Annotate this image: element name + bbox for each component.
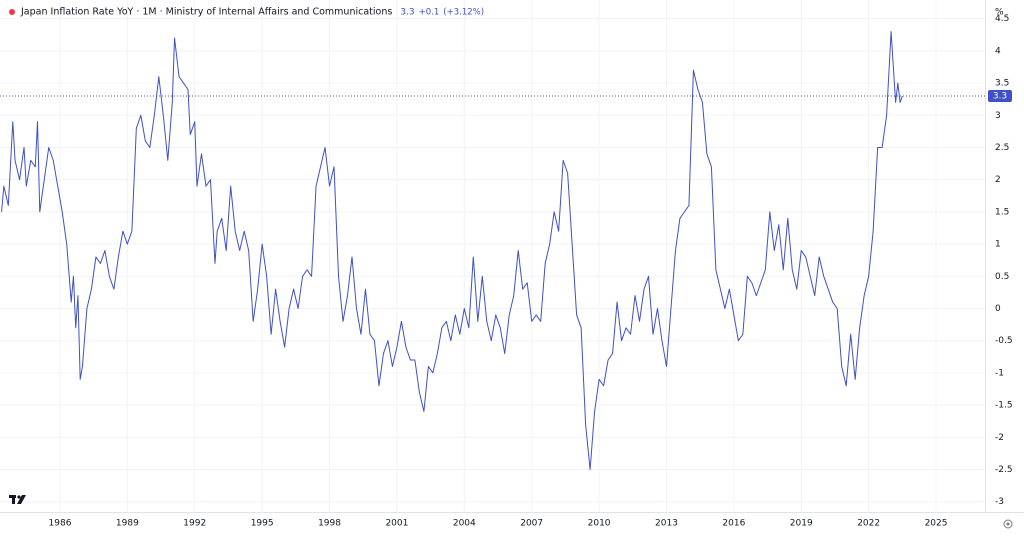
y-tick-label: -2 xyxy=(995,433,1004,443)
x-tick-label: 1986 xyxy=(49,519,72,529)
x-tick-label: 1989 xyxy=(116,519,139,529)
x-tick-label: 2022 xyxy=(857,519,880,529)
last-value: 3.3 xyxy=(400,8,414,18)
settings-icon-dot xyxy=(1006,522,1010,526)
x-tick-label: 2001 xyxy=(385,519,408,529)
x-tick-label: 2016 xyxy=(722,519,745,529)
last-value-label: 3.3 xyxy=(993,91,1007,101)
y-tick-label: 1 xyxy=(995,240,1001,250)
x-tick-label: 2004 xyxy=(453,519,476,529)
change-percent: (+3.12%) xyxy=(443,8,484,18)
plot xyxy=(0,31,985,470)
y-tick-label: -3 xyxy=(995,497,1004,507)
y-tick-label: 3 xyxy=(995,111,1001,121)
y-tick-label: -0.5 xyxy=(995,336,1013,346)
y-tick-label: 0 xyxy=(995,304,1001,314)
x-tick-label: 2025 xyxy=(925,519,948,529)
last-value-badge xyxy=(988,89,1012,102)
chart-title: Japan Inflation Rate YoY · 1M · Ministry… xyxy=(20,7,392,18)
labels: 4.5 4 3.5 3 2.5 2 1.5 1 0.5 0 -0.5 -1 -1.5 -2 -2.5 -3 19… xyxy=(49,14,1013,528)
x-tick-label: 2013 xyxy=(655,519,678,529)
x-tick-label: 1995 xyxy=(251,519,274,529)
y-tick-label: -1.5 xyxy=(995,401,1013,411)
settings-icon[interactable] xyxy=(1003,519,1013,529)
status-dot xyxy=(9,9,15,15)
grid xyxy=(0,0,985,512)
y-tick-label: 3.5 xyxy=(995,79,1009,89)
change: +0.1 xyxy=(419,8,440,18)
y-tick-label: 2.5 xyxy=(995,143,1009,153)
y-tick-label: 0.5 xyxy=(995,272,1009,282)
unit-label: % xyxy=(995,8,1004,18)
x-tick-label: 1998 xyxy=(318,519,341,529)
x-tick-label: 1992 xyxy=(183,519,206,529)
y-tick-label: 1.5 xyxy=(995,207,1009,217)
y-tick-label: 2 xyxy=(995,175,1001,185)
y-tick-label: 4 xyxy=(995,46,1001,56)
y-tick-label: 4.5 xyxy=(995,14,1009,24)
logo xyxy=(9,495,26,504)
y-tick-label: -1 xyxy=(995,368,1004,378)
x-tick-label: 2019 xyxy=(790,519,813,529)
y-tick-label: -2.5 xyxy=(995,465,1013,475)
x-tick-label: 2010 xyxy=(588,519,611,529)
series-line xyxy=(1,31,903,470)
x-tick-label: 2007 xyxy=(520,519,543,529)
